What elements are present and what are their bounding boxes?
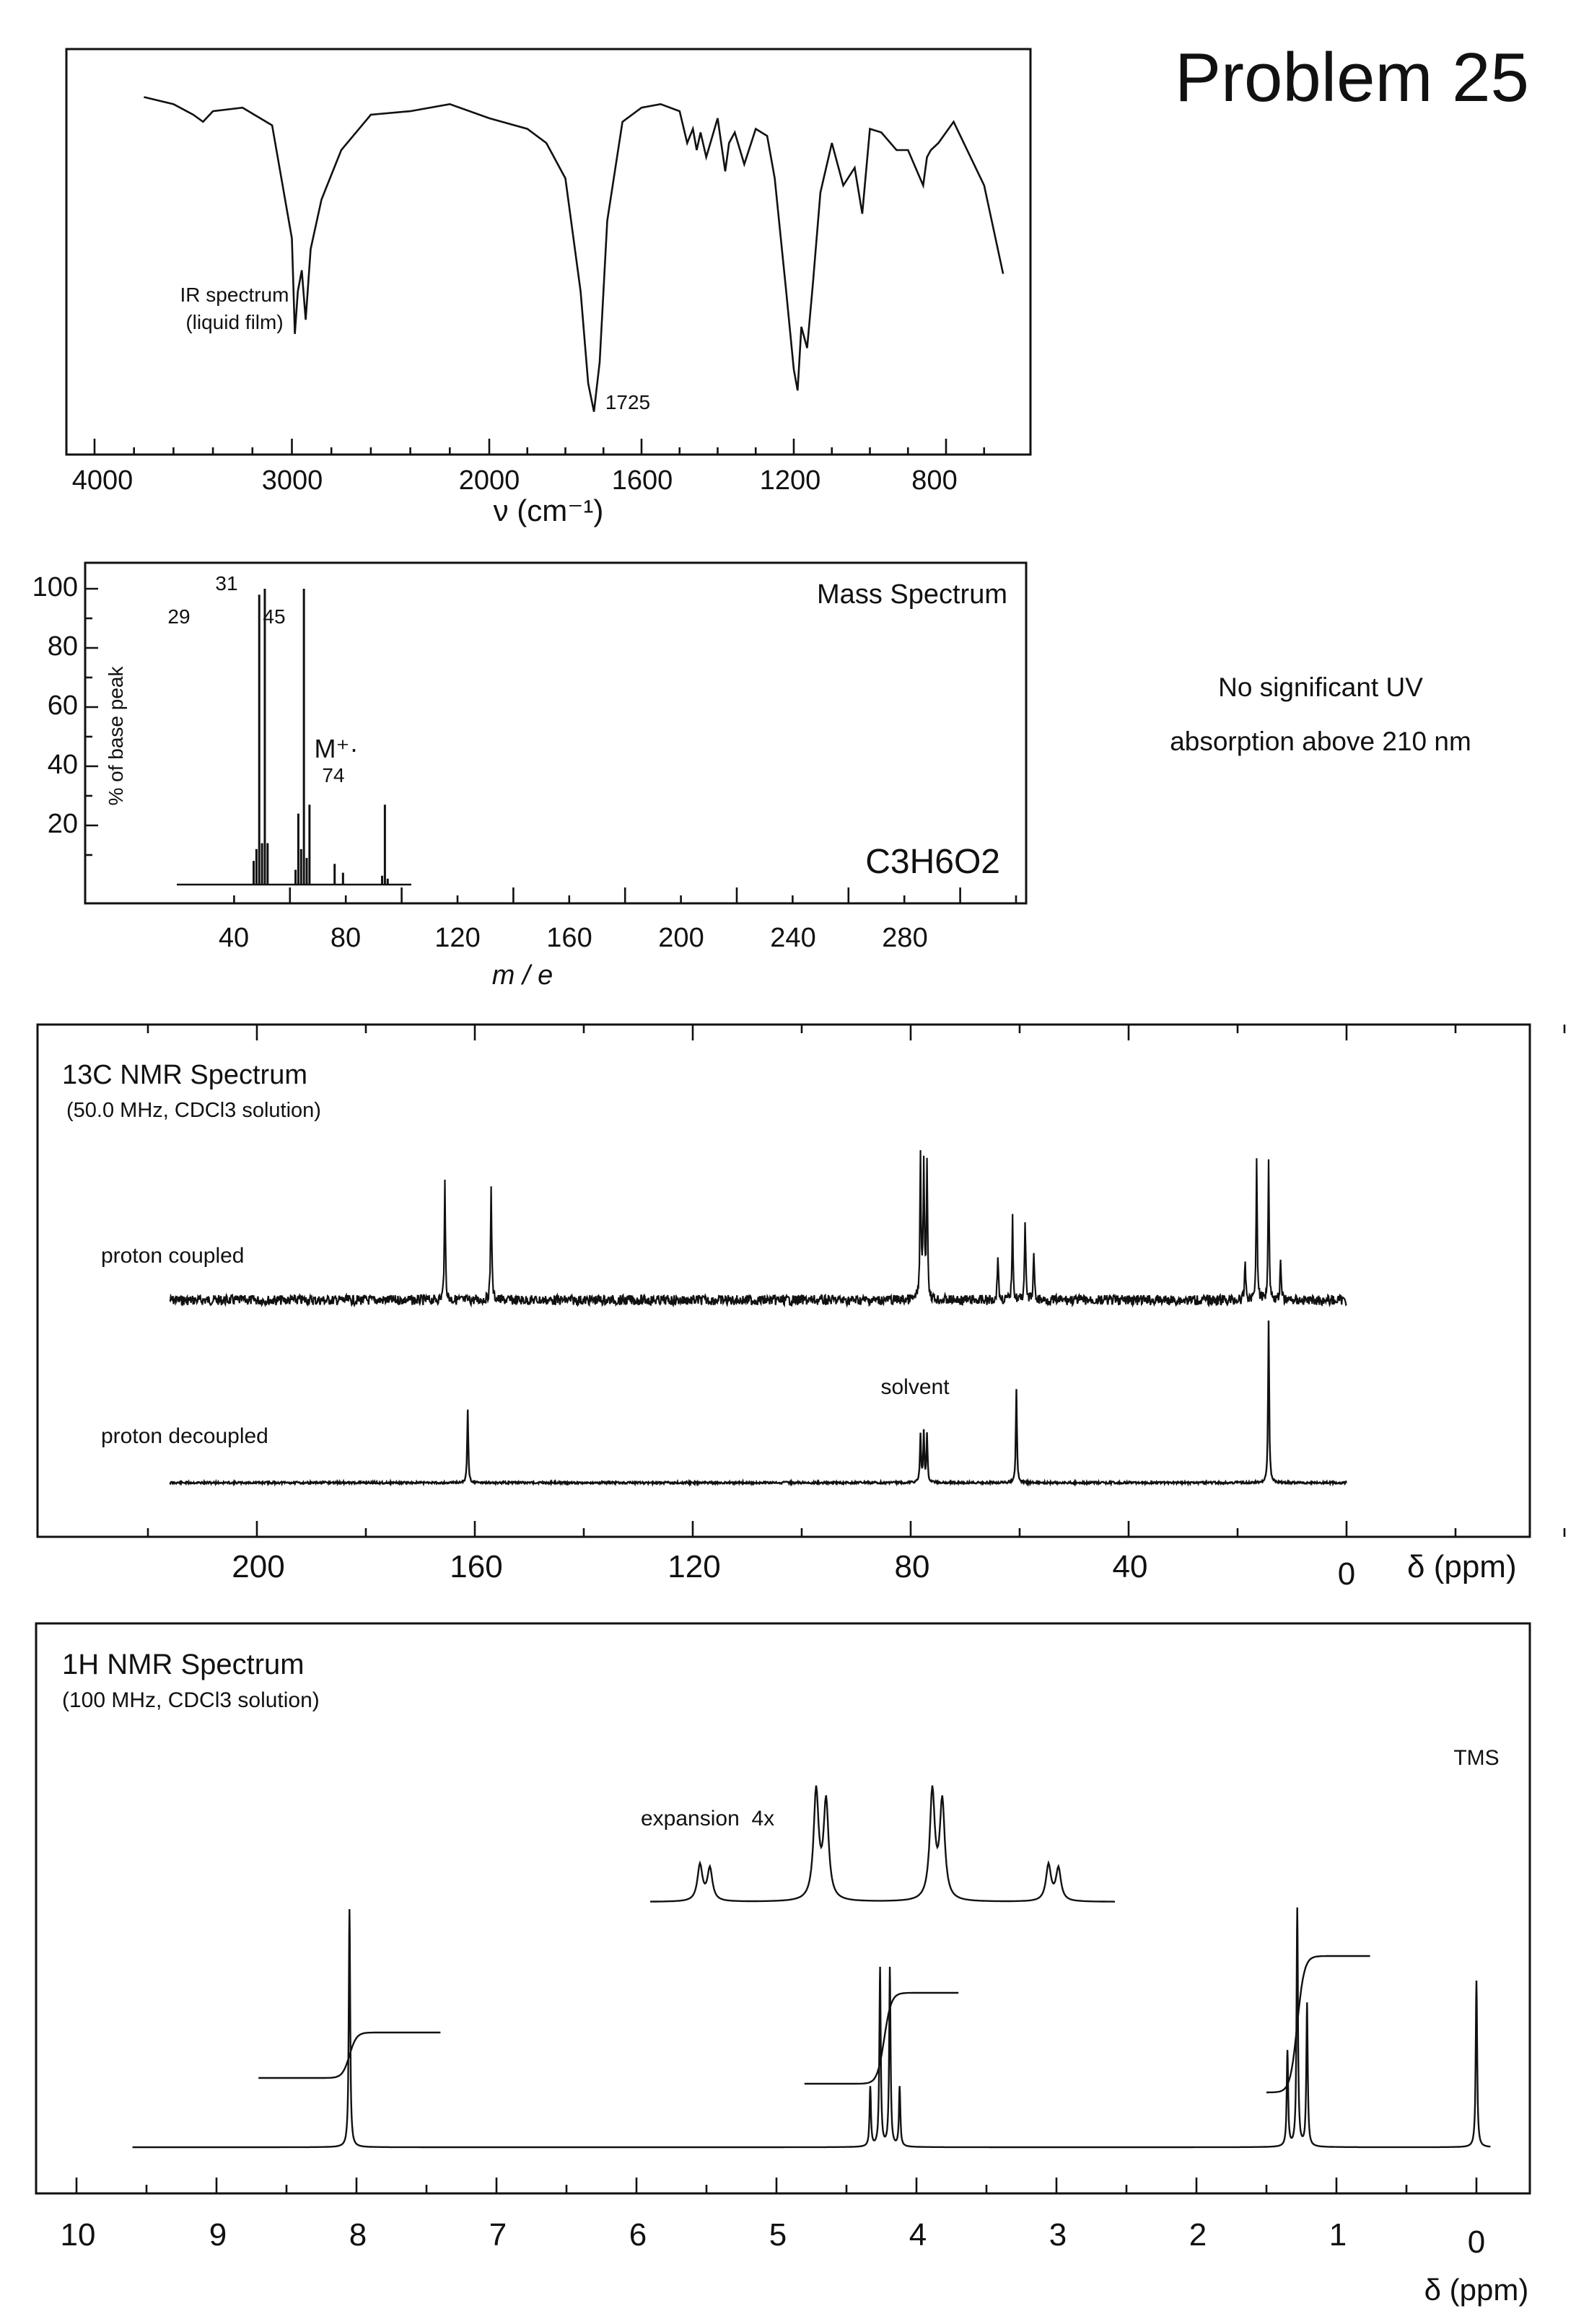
ir-subtitle: (liquid film) xyxy=(185,311,283,333)
h1-tick-label-8: 8 xyxy=(349,2217,367,2253)
h1-spectrum-trace xyxy=(132,1907,1491,2149)
h1-tms-label: TMS xyxy=(1453,1746,1499,1770)
ms-y-tick-label-20: 20 xyxy=(48,809,78,839)
h1-title: 1H NMR Spectrum xyxy=(62,1649,305,1680)
ms-title: Mass Spectrum xyxy=(817,579,1007,610)
c13-proton-decoupled-trace xyxy=(169,1320,1348,1487)
h1-tick-label-7: 7 xyxy=(489,2217,507,2253)
h1-integral-trace xyxy=(258,1955,1370,2094)
h1-tick-label-3: 3 xyxy=(1049,2217,1067,2253)
ms-y-tick-label-60: 60 xyxy=(48,690,78,721)
mass-spectrum-panel: Mass Spectrum C3H6O2 29 31 45 M⁺· 74 % o… xyxy=(32,561,1028,991)
c13-frame xyxy=(36,1023,1531,1538)
ms-y-tick-label-100: 100 xyxy=(32,572,78,602)
ms-formula: C3H6O2 xyxy=(865,843,1000,881)
c13-tick-label-120: 120 xyxy=(667,1549,720,1584)
ms-x-tick-label-160: 160 xyxy=(546,923,592,953)
h1-tick-label-0: 0 xyxy=(1468,2224,1485,2260)
h1-tick-label-9: 9 xyxy=(209,2217,227,2253)
ir-tick-label-1200: 1200 xyxy=(760,465,821,496)
c13-x-axis-label: δ (ppm) xyxy=(1407,1549,1517,1584)
page-title: Problem 25 xyxy=(1175,39,1529,116)
c13-tick-label-0: 0 xyxy=(1338,1556,1355,1592)
ir-peak-label-1725: 1725 xyxy=(605,391,650,413)
ir-spectrum-panel: IR spectrum (liquid film) 1725 4000 3000… xyxy=(65,48,1032,527)
h1-expansion-trace xyxy=(650,1785,1115,1903)
ir-frame xyxy=(65,48,1032,456)
ir-title: IR spectrum xyxy=(180,284,289,306)
h1-frame xyxy=(35,1622,1531,2195)
ms-peak-label-74: 74 xyxy=(322,764,344,786)
ir-tick-label-4000: 4000 xyxy=(72,465,133,496)
c13-nmr-panel: 13C NMR Spectrum (50.0 MHz, CDCl3 soluti… xyxy=(36,1023,1566,1592)
c13-proton-coupled-trace xyxy=(169,1150,1347,1308)
ms-x-tick-label-80: 80 xyxy=(331,923,361,953)
ms-x-tick-label-280: 280 xyxy=(882,923,927,953)
c13-title: 13C NMR Spectrum xyxy=(62,1060,307,1090)
c13-tick-label-80: 80 xyxy=(895,1549,930,1584)
c13-coupled-label: proton coupled xyxy=(101,1244,245,1268)
h1-subtitle: (100 MHz, CDCl3 solution) xyxy=(62,1688,320,1712)
h1-nmr-panel: 1H NMR Spectrum (100 MHz, CDCl3 solution… xyxy=(35,1622,1531,2307)
ms-x-tick-label-240: 240 xyxy=(770,923,815,953)
c13-tick-label-40: 40 xyxy=(1113,1549,1148,1584)
ir-absorbance-trace xyxy=(144,96,1004,412)
h1-x-axis-label: δ (ppm) xyxy=(1424,2273,1529,2307)
ms-x-tick-label-40: 40 xyxy=(219,923,249,953)
ms-frame xyxy=(84,561,1028,905)
ms-peak-label-29: 29 xyxy=(167,605,190,628)
uv-note-line2: absorption above 210 nm xyxy=(1170,727,1471,756)
ir-tick-label-800: 800 xyxy=(911,465,957,496)
ir-tick-label-3000: 3000 xyxy=(262,465,323,496)
h1-tick-label-5: 5 xyxy=(769,2217,787,2253)
uv-note-line1: No significant UV xyxy=(1218,672,1423,702)
ir-tick-label-1600: 1600 xyxy=(612,465,673,496)
ms-x-tick-label-120: 120 xyxy=(434,923,480,953)
h1-tick-label-4: 4 xyxy=(909,2217,927,2253)
c13-decoupled-label: proton decoupled xyxy=(101,1424,268,1448)
ms-y-tick-label-40: 40 xyxy=(48,750,78,780)
ms-molecular-ion-label: M⁺· xyxy=(315,734,359,763)
h1-tick-label-6: 6 xyxy=(629,2217,647,2253)
h1-expansion-label: expansion 4x xyxy=(641,1807,774,1830)
ir-tick-label-2000: 2000 xyxy=(459,465,520,496)
c13-tick-label-200: 200 xyxy=(232,1549,284,1584)
ms-peak-label-45: 45 xyxy=(263,605,285,628)
ms-y-tick-label-80: 80 xyxy=(48,631,78,662)
ir-x-axis-label: ν (cm⁻¹) xyxy=(494,494,604,527)
ms-x-tick-label-200: 200 xyxy=(658,923,704,953)
h1-tick-label-2: 2 xyxy=(1189,2217,1207,2253)
c13-subtitle: (50.0 MHz, CDCl3 solution) xyxy=(66,1099,321,1122)
ms-peak-label-31: 31 xyxy=(215,572,237,595)
c13-tick-label-160: 160 xyxy=(450,1549,502,1584)
h1-tick-label-1: 1 xyxy=(1329,2217,1347,2253)
h1-tick-label-10: 10 xyxy=(61,2217,96,2253)
ms-y-axis-label: % of base peak xyxy=(105,665,127,805)
ms-x-axis-label: m / e xyxy=(492,960,553,991)
c13-solvent-label: solvent xyxy=(880,1375,950,1399)
